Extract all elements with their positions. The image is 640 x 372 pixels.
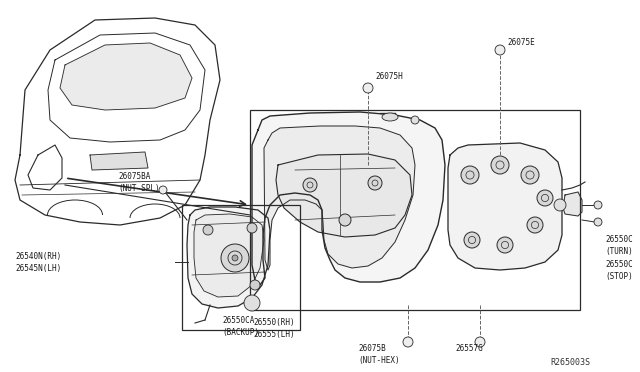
Polygon shape (448, 143, 562, 270)
Text: 26075E: 26075E (507, 38, 535, 47)
Text: R265003S: R265003S (550, 358, 590, 367)
Text: 26075B
(NUT-HEX): 26075B (NUT-HEX) (358, 344, 399, 365)
Circle shape (594, 218, 602, 226)
Polygon shape (187, 207, 270, 308)
Circle shape (363, 83, 373, 93)
Circle shape (521, 166, 539, 184)
Circle shape (495, 45, 505, 55)
Circle shape (159, 186, 167, 194)
Text: 26075H: 26075H (375, 72, 403, 81)
Circle shape (464, 232, 480, 248)
Text: 26550C
(STOP): 26550C (STOP) (605, 260, 633, 281)
Circle shape (368, 176, 382, 190)
Circle shape (497, 237, 513, 253)
Polygon shape (276, 154, 412, 237)
Circle shape (554, 199, 566, 211)
Circle shape (339, 214, 351, 226)
Text: 26550C
(TURN): 26550C (TURN) (605, 235, 633, 256)
Circle shape (247, 223, 257, 233)
Polygon shape (252, 112, 445, 285)
Polygon shape (194, 214, 264, 297)
Polygon shape (60, 43, 192, 110)
Text: 26557G: 26557G (455, 344, 483, 353)
Circle shape (594, 201, 602, 209)
Circle shape (203, 225, 213, 235)
Bar (182, 205, 300, 330)
Circle shape (475, 337, 485, 347)
Circle shape (411, 116, 419, 124)
Polygon shape (90, 152, 148, 170)
Text: 26550CA
(BACKUP): 26550CA (BACKUP) (222, 316, 259, 337)
Polygon shape (264, 126, 415, 270)
Circle shape (461, 166, 479, 184)
Circle shape (221, 244, 249, 272)
Text: 26550(RH)
26555(LH): 26550(RH) 26555(LH) (253, 318, 294, 339)
Bar (250, 110, 580, 310)
Circle shape (403, 337, 413, 347)
Text: 26540N(RH)
26545N(LH): 26540N(RH) 26545N(LH) (15, 252, 61, 273)
Circle shape (537, 190, 553, 206)
Circle shape (250, 280, 260, 290)
Circle shape (491, 156, 509, 174)
Circle shape (232, 255, 238, 261)
Circle shape (244, 295, 260, 311)
Circle shape (303, 178, 317, 192)
Circle shape (527, 217, 543, 233)
Polygon shape (563, 192, 582, 216)
Ellipse shape (382, 113, 398, 121)
Text: 26075BA
(NUT-SPL): 26075BA (NUT-SPL) (118, 172, 159, 193)
